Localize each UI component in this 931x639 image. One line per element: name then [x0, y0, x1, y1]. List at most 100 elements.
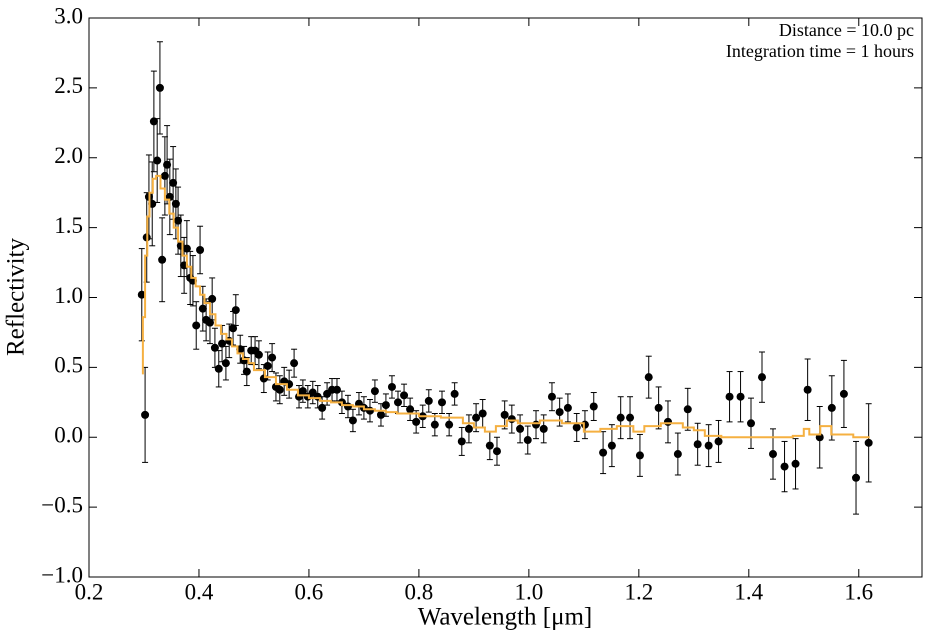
- data-point: [412, 417, 421, 426]
- y-tick-label: 1.5: [54, 213, 83, 238]
- data-point: [539, 424, 548, 433]
- data-point: [827, 403, 836, 412]
- model-line: [141, 174, 870, 439]
- data-point: [457, 437, 466, 446]
- y-tick-label: 3.0: [54, 3, 83, 28]
- data-point: [381, 401, 390, 410]
- data-point: [472, 413, 481, 422]
- data-point: [221, 359, 230, 368]
- data-point: [607, 441, 616, 450]
- data-point: [141, 410, 150, 419]
- data-point: [663, 417, 672, 426]
- data-point: [268, 353, 277, 362]
- data-point: [803, 385, 812, 394]
- x-tick-label: 1.0: [514, 579, 543, 604]
- data-point: [430, 420, 439, 429]
- annotation: Distance = 10.0 pc: [779, 20, 914, 40]
- data-point: [492, 447, 501, 456]
- data-point: [137, 290, 146, 299]
- data-point: [780, 462, 789, 471]
- data-point: [387, 382, 396, 391]
- data-point: [626, 413, 635, 422]
- data-point: [654, 403, 663, 412]
- data-point: [290, 359, 299, 368]
- plot-frame: [88, 17, 923, 578]
- y-tick-label: 0.0: [54, 423, 83, 448]
- data-point: [523, 436, 532, 445]
- y-tick-label: 2.0: [54, 143, 83, 168]
- x-tick-label: 0.8: [405, 579, 434, 604]
- y-tick-label: −1.0: [41, 562, 83, 587]
- data-point: [229, 324, 238, 333]
- data-point: [192, 321, 201, 330]
- data-point: [673, 450, 682, 459]
- data-point: [500, 410, 509, 419]
- x-tick-label: 1.6: [844, 579, 873, 604]
- data-point: [532, 420, 541, 429]
- data-point: [155, 83, 164, 92]
- data-point: [683, 405, 692, 414]
- data-point: [205, 318, 214, 327]
- data-point: [348, 416, 357, 425]
- data-point: [616, 413, 625, 422]
- data-point: [275, 385, 284, 394]
- data-point: [555, 408, 564, 417]
- data-point: [704, 441, 713, 450]
- data-point: [208, 294, 217, 303]
- data-point: [516, 424, 525, 433]
- data-point: [747, 419, 756, 428]
- data-point: [153, 156, 162, 165]
- data-point: [547, 392, 556, 401]
- y-tick-label: 2.5: [54, 73, 83, 98]
- y-tick-label: 1.0: [54, 283, 83, 308]
- data-point: [198, 304, 207, 313]
- data-point: [839, 389, 848, 398]
- data-point: [507, 415, 516, 424]
- data-point: [693, 440, 702, 449]
- data-point: [174, 216, 183, 225]
- data-point: [714, 437, 723, 446]
- data-point: [852, 473, 861, 482]
- y-tick-label: −0.5: [41, 492, 83, 517]
- data-point: [589, 402, 598, 411]
- data-point: [218, 339, 227, 348]
- data-point: [149, 117, 158, 126]
- data-point: [254, 350, 263, 359]
- data-point: [757, 373, 766, 382]
- data-point: [376, 410, 385, 419]
- data-point: [437, 398, 446, 407]
- data-point: [158, 255, 167, 264]
- data-point: [163, 160, 172, 169]
- data-point: [263, 361, 272, 370]
- data-point: [450, 389, 459, 398]
- data-point: [464, 424, 473, 433]
- y-tick-label: 0.5: [54, 353, 83, 378]
- data-point: [864, 438, 873, 447]
- data-point: [725, 392, 734, 401]
- data-point: [478, 409, 487, 418]
- annotation: Integration time = 1 hours: [726, 41, 914, 61]
- data-point: [635, 451, 644, 460]
- data-point: [210, 343, 219, 352]
- x-tick-label: 1.4: [734, 579, 763, 604]
- data-point: [736, 392, 745, 401]
- x-tick-label: 0.2: [75, 579, 104, 604]
- data-point: [332, 385, 341, 394]
- data-point: [298, 387, 307, 396]
- x-axis-label: Wavelength [μm]: [418, 604, 593, 631]
- data-point: [214, 364, 223, 373]
- data-point: [485, 441, 494, 450]
- data-point: [445, 420, 454, 429]
- x-tick-label: 0.4: [185, 579, 214, 604]
- data-point: [580, 420, 589, 429]
- data-point: [196, 245, 205, 254]
- data-point: [572, 423, 581, 432]
- data-point: [318, 403, 327, 412]
- x-tick-label: 1.2: [624, 579, 653, 604]
- data-point: [231, 306, 240, 315]
- data-point: [259, 374, 268, 383]
- data-point: [406, 405, 415, 414]
- data-point: [160, 171, 169, 180]
- data-point: [768, 450, 777, 459]
